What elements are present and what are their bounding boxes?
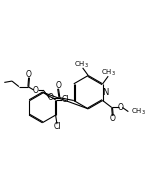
Text: Cl: Cl — [53, 122, 61, 131]
Text: Cl: Cl — [62, 95, 70, 104]
Text: O: O — [118, 103, 124, 112]
Text: CH$_3$: CH$_3$ — [131, 106, 146, 117]
Text: O: O — [55, 81, 61, 90]
Text: O: O — [26, 70, 32, 79]
Text: CH$_3$: CH$_3$ — [74, 60, 89, 70]
Text: N: N — [103, 88, 109, 97]
Text: O: O — [33, 86, 38, 95]
Text: O: O — [110, 114, 115, 123]
Text: O: O — [48, 93, 54, 102]
Text: CH$_3$: CH$_3$ — [101, 68, 116, 78]
